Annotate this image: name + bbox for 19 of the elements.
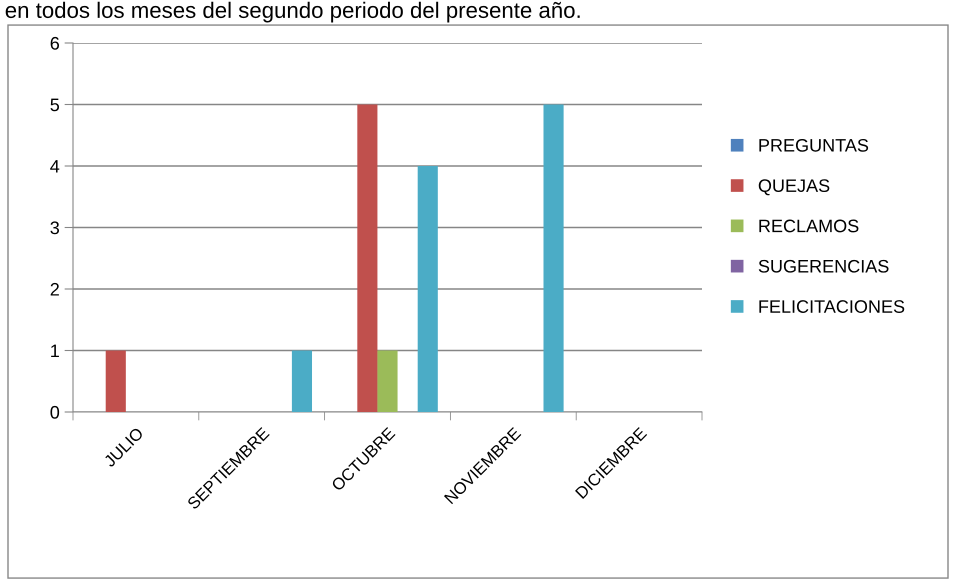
y-tick-label: 6 (50, 36, 60, 50)
y-tick-label: 5 (50, 98, 60, 112)
y-tick-label: 1 (51, 344, 59, 358)
legend-label: RECLAMOS (759, 220, 858, 232)
bar (418, 166, 438, 412)
legend-label: PREGUNTAS (759, 138, 868, 152)
bar (292, 350, 312, 412)
legend-label: SUGERENCIAS (758, 260, 889, 273)
y-tick-label: 4 (50, 160, 60, 173)
chart-title: en todos los meses del segundo periodo del presente año. (6, 2, 580, 22)
bar (357, 104, 378, 412)
legend-label: QUEJAS (758, 179, 830, 196)
y-tick-label: 0 (50, 406, 60, 419)
y-tick-label: 2 (50, 282, 59, 296)
bar (543, 104, 564, 412)
legend-label: FELICITACIONES (759, 300, 904, 313)
bar (106, 350, 126, 412)
bar (377, 350, 398, 412)
y-tick-label: 3 (50, 221, 60, 234)
